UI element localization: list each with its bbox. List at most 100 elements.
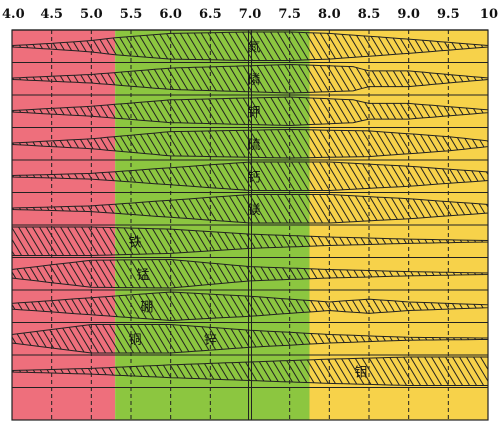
hatch-line <box>172 129 191 158</box>
hatch-line <box>0 130 8 159</box>
hatch-line <box>347 194 366 223</box>
hatch-line <box>137 292 156 321</box>
hatch-line <box>263 129 282 158</box>
hatch-line <box>172 97 191 126</box>
hatch-line <box>263 97 282 126</box>
hatch-line <box>466 357 485 386</box>
hatch-line <box>74 259 93 288</box>
hatch-line <box>410 357 429 386</box>
hatch-line <box>0 325 1 354</box>
hatch-line <box>130 292 149 321</box>
hatch-line <box>263 32 282 61</box>
hatch-line <box>137 32 156 61</box>
hatch-line <box>109 292 128 321</box>
hatch-line <box>333 357 352 386</box>
hatch-line <box>67 259 86 288</box>
hatch-line <box>151 292 170 321</box>
hatch-line <box>487 357 488 386</box>
hatch-line <box>298 194 317 223</box>
ph-tick-label: 8.0 <box>318 7 341 22</box>
hatch-line <box>312 64 331 93</box>
hatch-line <box>291 64 310 93</box>
nutrient-label: 钾 <box>247 105 260 120</box>
hatch-line <box>256 129 275 158</box>
hatch-line <box>200 32 219 61</box>
hatch-line <box>417 357 436 386</box>
hatch-line <box>312 129 331 158</box>
ph-tick-label: 8.5 <box>358 7 381 22</box>
hatch-line <box>235 64 254 93</box>
nutrient-label: 镁 <box>247 203 260 218</box>
hatch-line <box>95 227 114 256</box>
hatch-line <box>193 32 212 61</box>
hatch-line <box>151 129 170 158</box>
hatch-line <box>277 129 296 158</box>
hatch-line <box>312 357 331 386</box>
hatch-line <box>340 129 359 158</box>
hatch-line <box>172 324 191 353</box>
hatch-line <box>109 259 128 288</box>
hatch-line <box>333 162 352 191</box>
hatch-line <box>95 324 114 353</box>
hatch-line <box>389 162 408 191</box>
hatch-line <box>137 227 156 256</box>
hatch-line <box>256 64 275 93</box>
hatch-line <box>277 357 296 386</box>
ph-tick-label: 9.0 <box>397 7 420 22</box>
hatch-line <box>193 97 212 126</box>
hatch-line <box>179 324 198 353</box>
hatch-line <box>0 195 8 224</box>
hatch-line <box>277 97 296 126</box>
ph-tick-label: 7.0 <box>239 7 262 22</box>
hatch-line <box>0 162 8 191</box>
hatch-line <box>284 64 303 93</box>
hatch-line <box>256 162 275 191</box>
hatch-line <box>12 227 30 256</box>
hatch-line <box>298 129 317 158</box>
hatch-line <box>144 292 163 321</box>
hatch-line <box>319 194 338 223</box>
hatch-line <box>144 32 163 61</box>
hatch-line <box>228 97 247 126</box>
hatch-line <box>459 357 478 386</box>
hatch-line <box>67 227 86 256</box>
hatch-line <box>172 227 191 256</box>
hatch-line <box>109 324 128 353</box>
ph-tick-label: 6.5 <box>199 7 222 22</box>
hatch-line <box>256 32 275 61</box>
hatch-line <box>12 227 23 256</box>
hatch-line <box>249 64 268 93</box>
hatch-line <box>172 32 191 61</box>
hatch-line <box>221 129 240 158</box>
hatch-line <box>495 130 500 159</box>
hatch-line <box>193 292 212 321</box>
hatch-line <box>354 194 373 223</box>
hatch-line <box>305 64 324 93</box>
hatch-line <box>165 32 184 61</box>
hatch-line <box>375 357 394 386</box>
hatch-line <box>375 194 394 223</box>
hatch-line <box>193 194 212 223</box>
hatch-line <box>193 64 212 93</box>
hatch-line <box>284 97 303 126</box>
hatch-line <box>123 259 142 288</box>
hatch-line <box>0 32 1 61</box>
hatch-line <box>495 357 500 386</box>
hatch-line <box>207 129 226 158</box>
hatch-line <box>424 357 443 386</box>
hatch-line <box>487 64 488 93</box>
hatch-line <box>88 259 107 288</box>
hatch-line <box>354 162 373 191</box>
hatch-line <box>333 97 352 126</box>
hatch-line <box>480 357 488 386</box>
hatch-line <box>270 129 289 158</box>
hatch-line <box>165 292 184 321</box>
hatch-line <box>291 357 310 386</box>
hatch-line <box>200 129 219 158</box>
hatch-line <box>214 32 233 61</box>
hatch-line <box>340 64 359 93</box>
hatch-line <box>305 32 324 61</box>
hatch-line <box>179 129 198 158</box>
hatch-line <box>270 357 289 386</box>
hatch-line <box>165 64 184 93</box>
